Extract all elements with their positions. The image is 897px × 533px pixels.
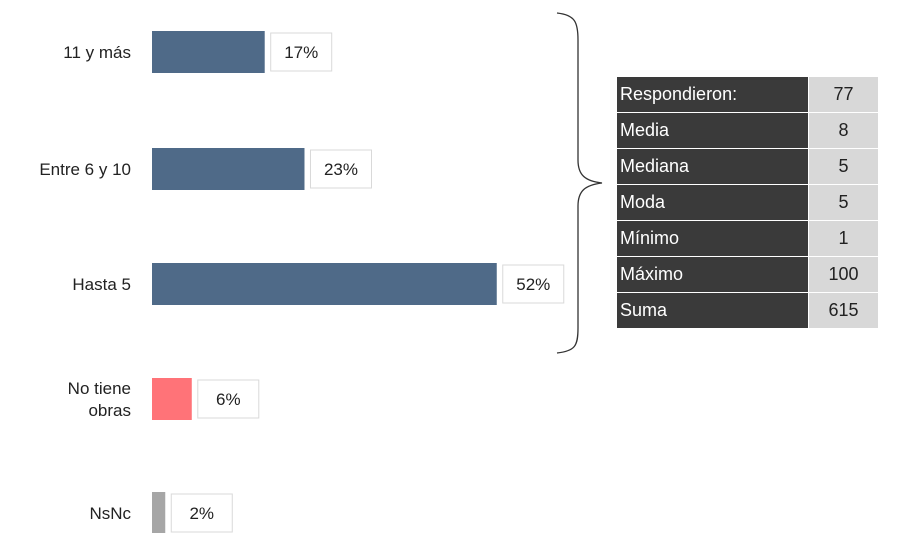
stats-value: 1 [808,220,879,257]
value-label-box [197,379,260,419]
stats-label: Mínimo [616,220,809,257]
value-label: 23% [324,160,358,179]
stats-row: Media 8 [616,112,879,149]
value-label-box [502,264,565,304]
value-label: 17% [284,43,318,62]
bar [152,263,497,305]
category-label: 11 y más [63,43,131,62]
stats-label: Moda [616,184,809,221]
stats-value: 5 [808,148,879,185]
category-label: No tiene obras [68,379,131,420]
category-label: Entre 6 y 10 [39,160,131,179]
stats-value: 615 [808,292,879,329]
stats-row: Respondieron: 77 [616,76,879,113]
bar [152,378,192,420]
stats-label: Suma [616,292,809,329]
stats-label: Media [616,112,809,149]
value-label: 6% [216,390,241,409]
stats-value: 100 [808,256,879,293]
stats-table: Respondieron: 77 Media 8 Mediana 5 Moda 5 Mínimo… [616,76,879,329]
stats-row: Mínimo 1 [616,220,879,257]
stats-label: Mediana [616,148,809,185]
category-label: NsNc [89,504,131,523]
bar [152,492,166,533]
stats-value: 5 [808,184,879,221]
stats-row: Mediana 5 [616,148,879,185]
group-brace [556,12,603,354]
value-label: 52% [516,275,550,294]
stats-row: Moda 5 [616,184,879,221]
value-label-box [270,32,333,72]
category-label: Hasta 5 [72,275,131,294]
value-label: 2% [189,504,214,523]
value-label-box [170,493,233,533]
stats-label: Respondieron: [616,76,809,113]
bar [152,31,265,73]
stats-row: Máximo 100 [616,256,879,293]
value-label-box [309,149,372,189]
stats-value: 77 [808,76,879,113]
stats-value: 8 [808,112,879,149]
stats-label: Máximo [616,256,809,293]
bar [152,148,305,190]
stats-row: Suma 615 [616,292,879,329]
